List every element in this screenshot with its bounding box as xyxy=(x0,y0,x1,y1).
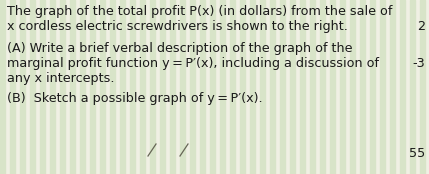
Bar xyxy=(0,0,5,174)
Bar xyxy=(50,0,55,174)
Bar xyxy=(60,0,65,174)
Bar xyxy=(260,0,265,174)
Bar xyxy=(160,0,165,174)
Bar xyxy=(130,0,135,174)
Bar xyxy=(10,0,15,174)
Bar xyxy=(340,0,345,174)
Bar xyxy=(200,0,205,174)
Text: marginal profit function y = P′(x), including a discussion of: marginal profit function y = P′(x), incl… xyxy=(7,57,379,70)
Bar xyxy=(140,0,145,174)
Bar xyxy=(390,0,395,174)
Bar xyxy=(100,0,105,174)
Bar xyxy=(270,0,275,174)
Bar xyxy=(310,0,315,174)
Bar xyxy=(70,0,75,174)
Text: The graph of the total profit P(x) (in dollars) from the sale of: The graph of the total profit P(x) (in d… xyxy=(7,5,393,18)
Bar xyxy=(110,0,115,174)
Bar xyxy=(300,0,305,174)
Bar xyxy=(380,0,385,174)
Bar xyxy=(420,0,425,174)
Text: (B)  Sketch a possible graph of y = P′(x).: (B) Sketch a possible graph of y = P′(x)… xyxy=(7,92,263,105)
Bar xyxy=(210,0,215,174)
Bar xyxy=(290,0,295,174)
Bar xyxy=(150,0,155,174)
Text: -3: -3 xyxy=(412,57,425,70)
Bar xyxy=(180,0,185,174)
Bar xyxy=(360,0,365,174)
Bar xyxy=(90,0,95,174)
Bar xyxy=(250,0,255,174)
Text: (A) Write a brief verbal description of the graph of the: (A) Write a brief verbal description of … xyxy=(7,42,353,55)
Bar xyxy=(230,0,235,174)
Bar xyxy=(30,0,35,174)
Bar xyxy=(320,0,325,174)
Bar xyxy=(220,0,225,174)
Bar xyxy=(410,0,415,174)
Bar xyxy=(190,0,195,174)
Bar xyxy=(350,0,355,174)
Bar xyxy=(370,0,375,174)
Bar xyxy=(80,0,85,174)
Bar xyxy=(240,0,245,174)
Bar xyxy=(330,0,335,174)
Text: x cordless electric screwdrivers is shown to the right.: x cordless electric screwdrivers is show… xyxy=(7,20,348,33)
Bar xyxy=(170,0,175,174)
Bar xyxy=(120,0,125,174)
Bar xyxy=(20,0,25,174)
Bar xyxy=(400,0,405,174)
Text: any x intercepts.: any x intercepts. xyxy=(7,72,115,85)
Text: 2: 2 xyxy=(417,20,425,33)
Bar xyxy=(280,0,285,174)
Text: 55: 55 xyxy=(409,147,425,160)
Bar xyxy=(40,0,45,174)
